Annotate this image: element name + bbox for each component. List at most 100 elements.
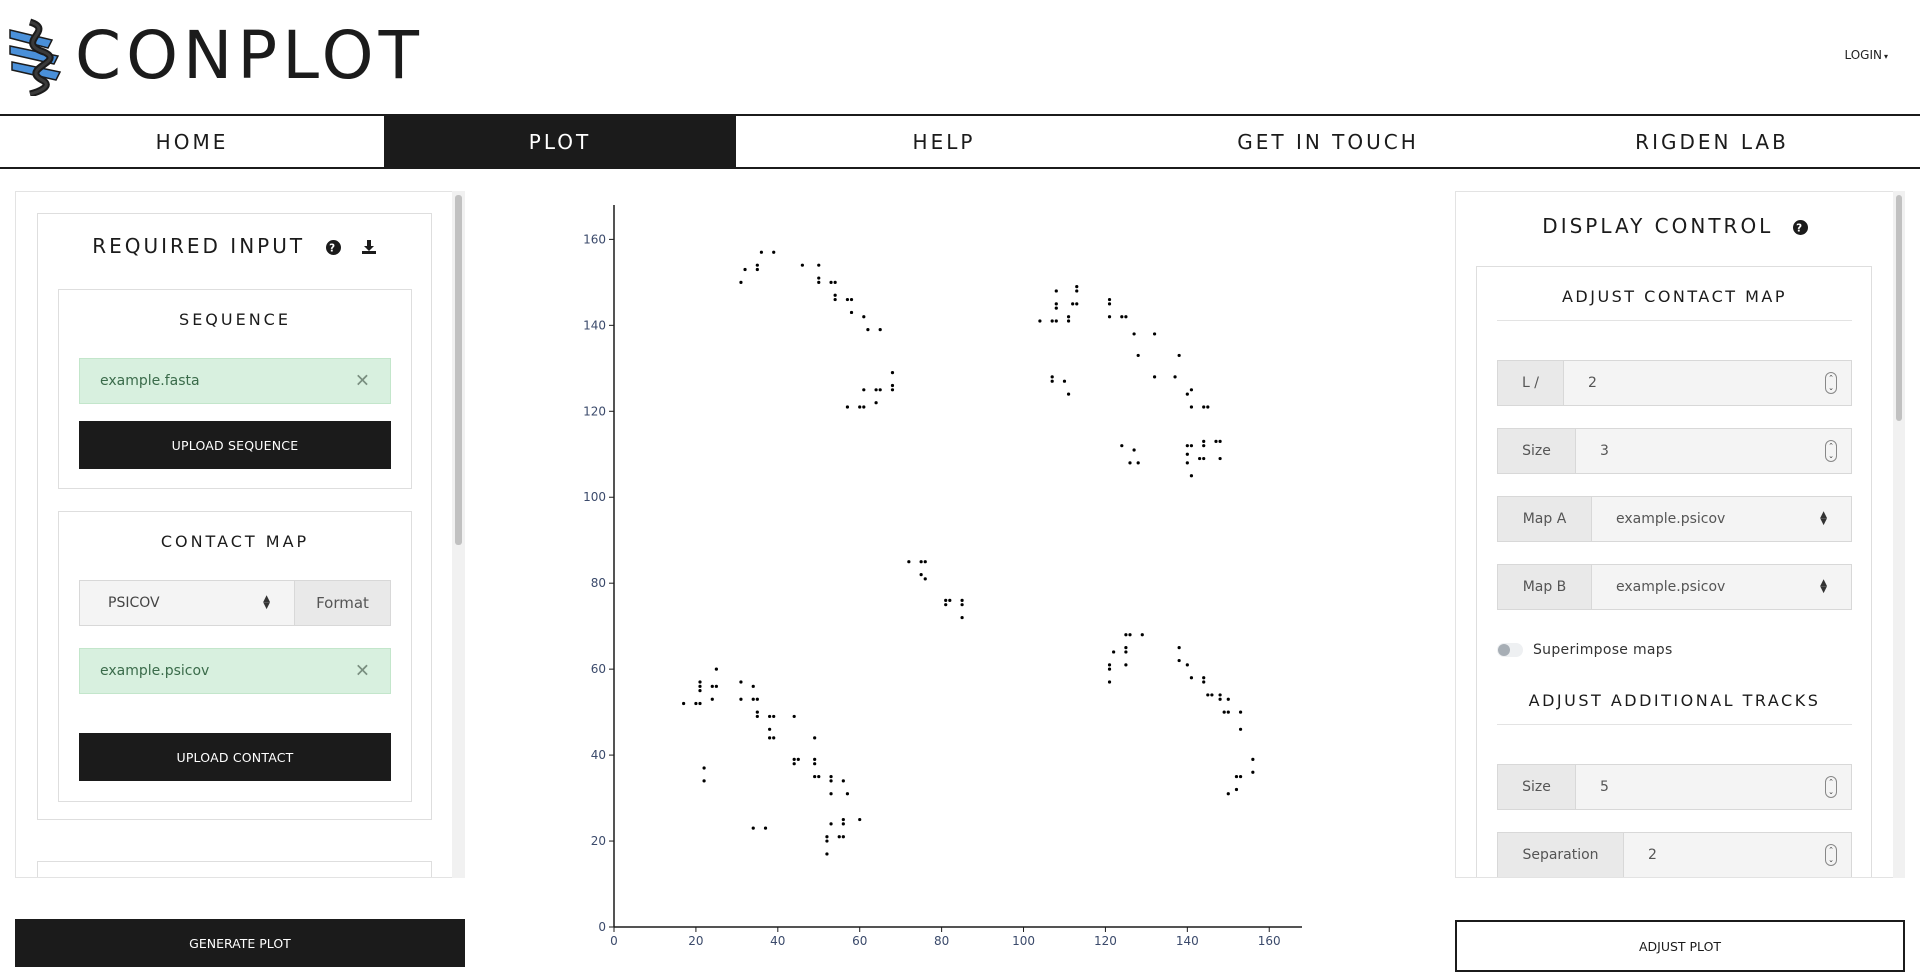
contact-point [960, 615, 964, 620]
contact-point [751, 684, 755, 688]
contact-point [1075, 302, 1079, 306]
upload-sequence-button[interactable]: UPLOAD SEQUENCE [79, 421, 391, 469]
track-size-label: Size [1498, 765, 1576, 809]
number-spinner-icon[interactable]: ⌃ ⌄ [1825, 844, 1837, 866]
track-size-field[interactable]: 5 ⌃ ⌄ [1576, 765, 1851, 809]
contact-point [755, 697, 759, 701]
l-divisor-input[interactable]: L / 2 ⌃ ⌄ [1497, 360, 1852, 406]
contact-point [1066, 392, 1071, 396]
required-input-panel: REQUIRED INPUT ? SEQUENCE example.fasta … [15, 191, 465, 878]
contact-map-plot[interactable]: 0 20 40 60 80 100 120 140 160 0 20 40 60 80 100 120 140 1… [560, 195, 1340, 955]
contact-point [1222, 710, 1226, 714]
contact-point [1202, 676, 1206, 680]
login-label: LOGIN [1844, 48, 1882, 62]
upload-contact-button[interactable]: UPLOAD CONTACT [79, 733, 391, 781]
contact-size-field[interactable]: 3 ⌃ ⌄ [1576, 429, 1851, 473]
contact-point [1189, 474, 1194, 478]
contact-size-value: 3 [1600, 443, 1609, 459]
superimpose-toggle-row: Superimpose maps [1497, 642, 1673, 658]
number-spinner-icon[interactable]: ⌃ ⌄ [1825, 776, 1837, 798]
contact-point [1075, 289, 1079, 293]
number-spinner-icon[interactable]: ⌃ ⌄ [1825, 372, 1837, 394]
plot-canvas[interactable]: 0 20 40 60 80 100 120 140 160 0 20 40 60 80 100 120 140 1… [560, 195, 1340, 955]
contact-point [751, 826, 755, 830]
contact-point [1177, 646, 1181, 650]
separation-input[interactable]: Separation 2 ⌃ ⌄ [1497, 832, 1852, 877]
question-circle-icon[interactable]: ? [1792, 216, 1808, 240]
contact-point [739, 680, 743, 684]
select-arrows-icon: ▲ ▼ [263, 594, 270, 611]
contact-point [1218, 456, 1222, 461]
adjust-plot-button[interactable]: ADJUST PLOT [1455, 920, 1905, 972]
nav-help[interactable]: HELP [912, 129, 976, 154]
sequence-file-name: example.fasta [100, 373, 200, 389]
map-b-field[interactable]: example.psicov ▲ ▼ [1592, 565, 1851, 609]
contact-point [1226, 697, 1230, 701]
map-a-select[interactable]: Map A example.psicov ▲ ▼ [1497, 496, 1852, 542]
contact-point [845, 297, 850, 302]
right-panel-scrollbar[interactable] [1893, 191, 1905, 878]
question-circle-icon[interactable]: ? [326, 236, 342, 260]
scrollbar-thumb[interactable] [1896, 195, 1902, 421]
contact-point [1066, 315, 1071, 319]
select-arrows-icon: ▲ ▼ [1820, 510, 1827, 527]
map-b-select[interactable]: Map B example.psicov ▲ ▼ [1497, 564, 1852, 610]
generate-plot-button[interactable]: GENERATE PLOT [15, 919, 465, 967]
contact-point [817, 276, 821, 280]
contact-point [874, 388, 878, 392]
contact-point [1198, 456, 1202, 461]
contact-point [817, 263, 821, 267]
contact-point [1206, 693, 1210, 697]
contact-point [948, 598, 952, 602]
contact-point [907, 560, 911, 564]
contact-point [1107, 667, 1112, 671]
contact-point [1251, 757, 1255, 761]
x-tick-label: 80 [934, 934, 949, 948]
contact-point [1107, 297, 1112, 302]
remove-sequence-icon[interactable]: ✕ [354, 370, 370, 392]
contact-file-chip: example.psicov ✕ [79, 648, 391, 694]
login-dropdown[interactable]: LOGIN ▾ [1844, 48, 1888, 62]
nav-rigden-lab[interactable]: RIGDEN LAB [1635, 129, 1789, 154]
contact-point [1152, 375, 1157, 379]
contact-point [944, 598, 948, 602]
separation-field[interactable]: 2 ⌃ ⌄ [1624, 833, 1851, 877]
contact-point [817, 280, 821, 284]
contact-point [698, 701, 702, 706]
track-size-input[interactable]: Size 5 ⌃ ⌄ [1497, 764, 1852, 810]
nav-home[interactable]: HOME [155, 129, 229, 154]
number-spinner-icon[interactable]: ⌃ ⌄ [1825, 440, 1837, 462]
scrollbar-thumb[interactable] [455, 195, 462, 545]
y-tick-label: 40 [591, 748, 606, 762]
contact-size-input[interactable]: Size 3 ⌃ ⌄ [1497, 428, 1852, 474]
nav-plot[interactable]: PLOT [384, 116, 736, 167]
contact-point [755, 710, 759, 714]
contact-point [1124, 633, 1128, 637]
adjust-card: ADJUST CONTACT MAP L / 2 ⌃ ⌄ Size 3 ⌃ ⌄ Ma… [1476, 266, 1872, 877]
nav-get-in-touch[interactable]: GET IN TOUCH [1237, 129, 1419, 154]
remove-contact-icon[interactable]: ✕ [354, 660, 370, 682]
contact-point [694, 701, 698, 706]
contact-point [1202, 444, 1206, 448]
format-select[interactable]: PSICOV ▲ ▼ [80, 581, 294, 625]
contact-point [1124, 650, 1128, 654]
format-select-group: PSICOV ▲ ▼ Format [79, 580, 391, 626]
contact-point [772, 250, 776, 254]
contact-point [710, 684, 714, 688]
contact-point [1189, 444, 1194, 448]
contact-point [772, 714, 776, 719]
map-a-field[interactable]: example.psicov ▲ ▼ [1592, 497, 1851, 541]
contact-point [813, 736, 817, 740]
conplot-logo-icon [8, 18, 68, 98]
contact-point [1206, 405, 1210, 409]
contact-point [1054, 289, 1058, 293]
y-tick-label: 120 [583, 404, 606, 418]
download-icon[interactable] [361, 236, 377, 260]
contact-point [792, 714, 796, 719]
contact-point [878, 388, 882, 392]
superimpose-toggle[interactable] [1497, 643, 1523, 657]
contact-point [833, 280, 837, 284]
contact-point [1140, 633, 1144, 637]
left-panel-scrollbar[interactable] [452, 191, 465, 878]
l-divisor-field[interactable]: 2 ⌃ ⌄ [1564, 361, 1851, 405]
